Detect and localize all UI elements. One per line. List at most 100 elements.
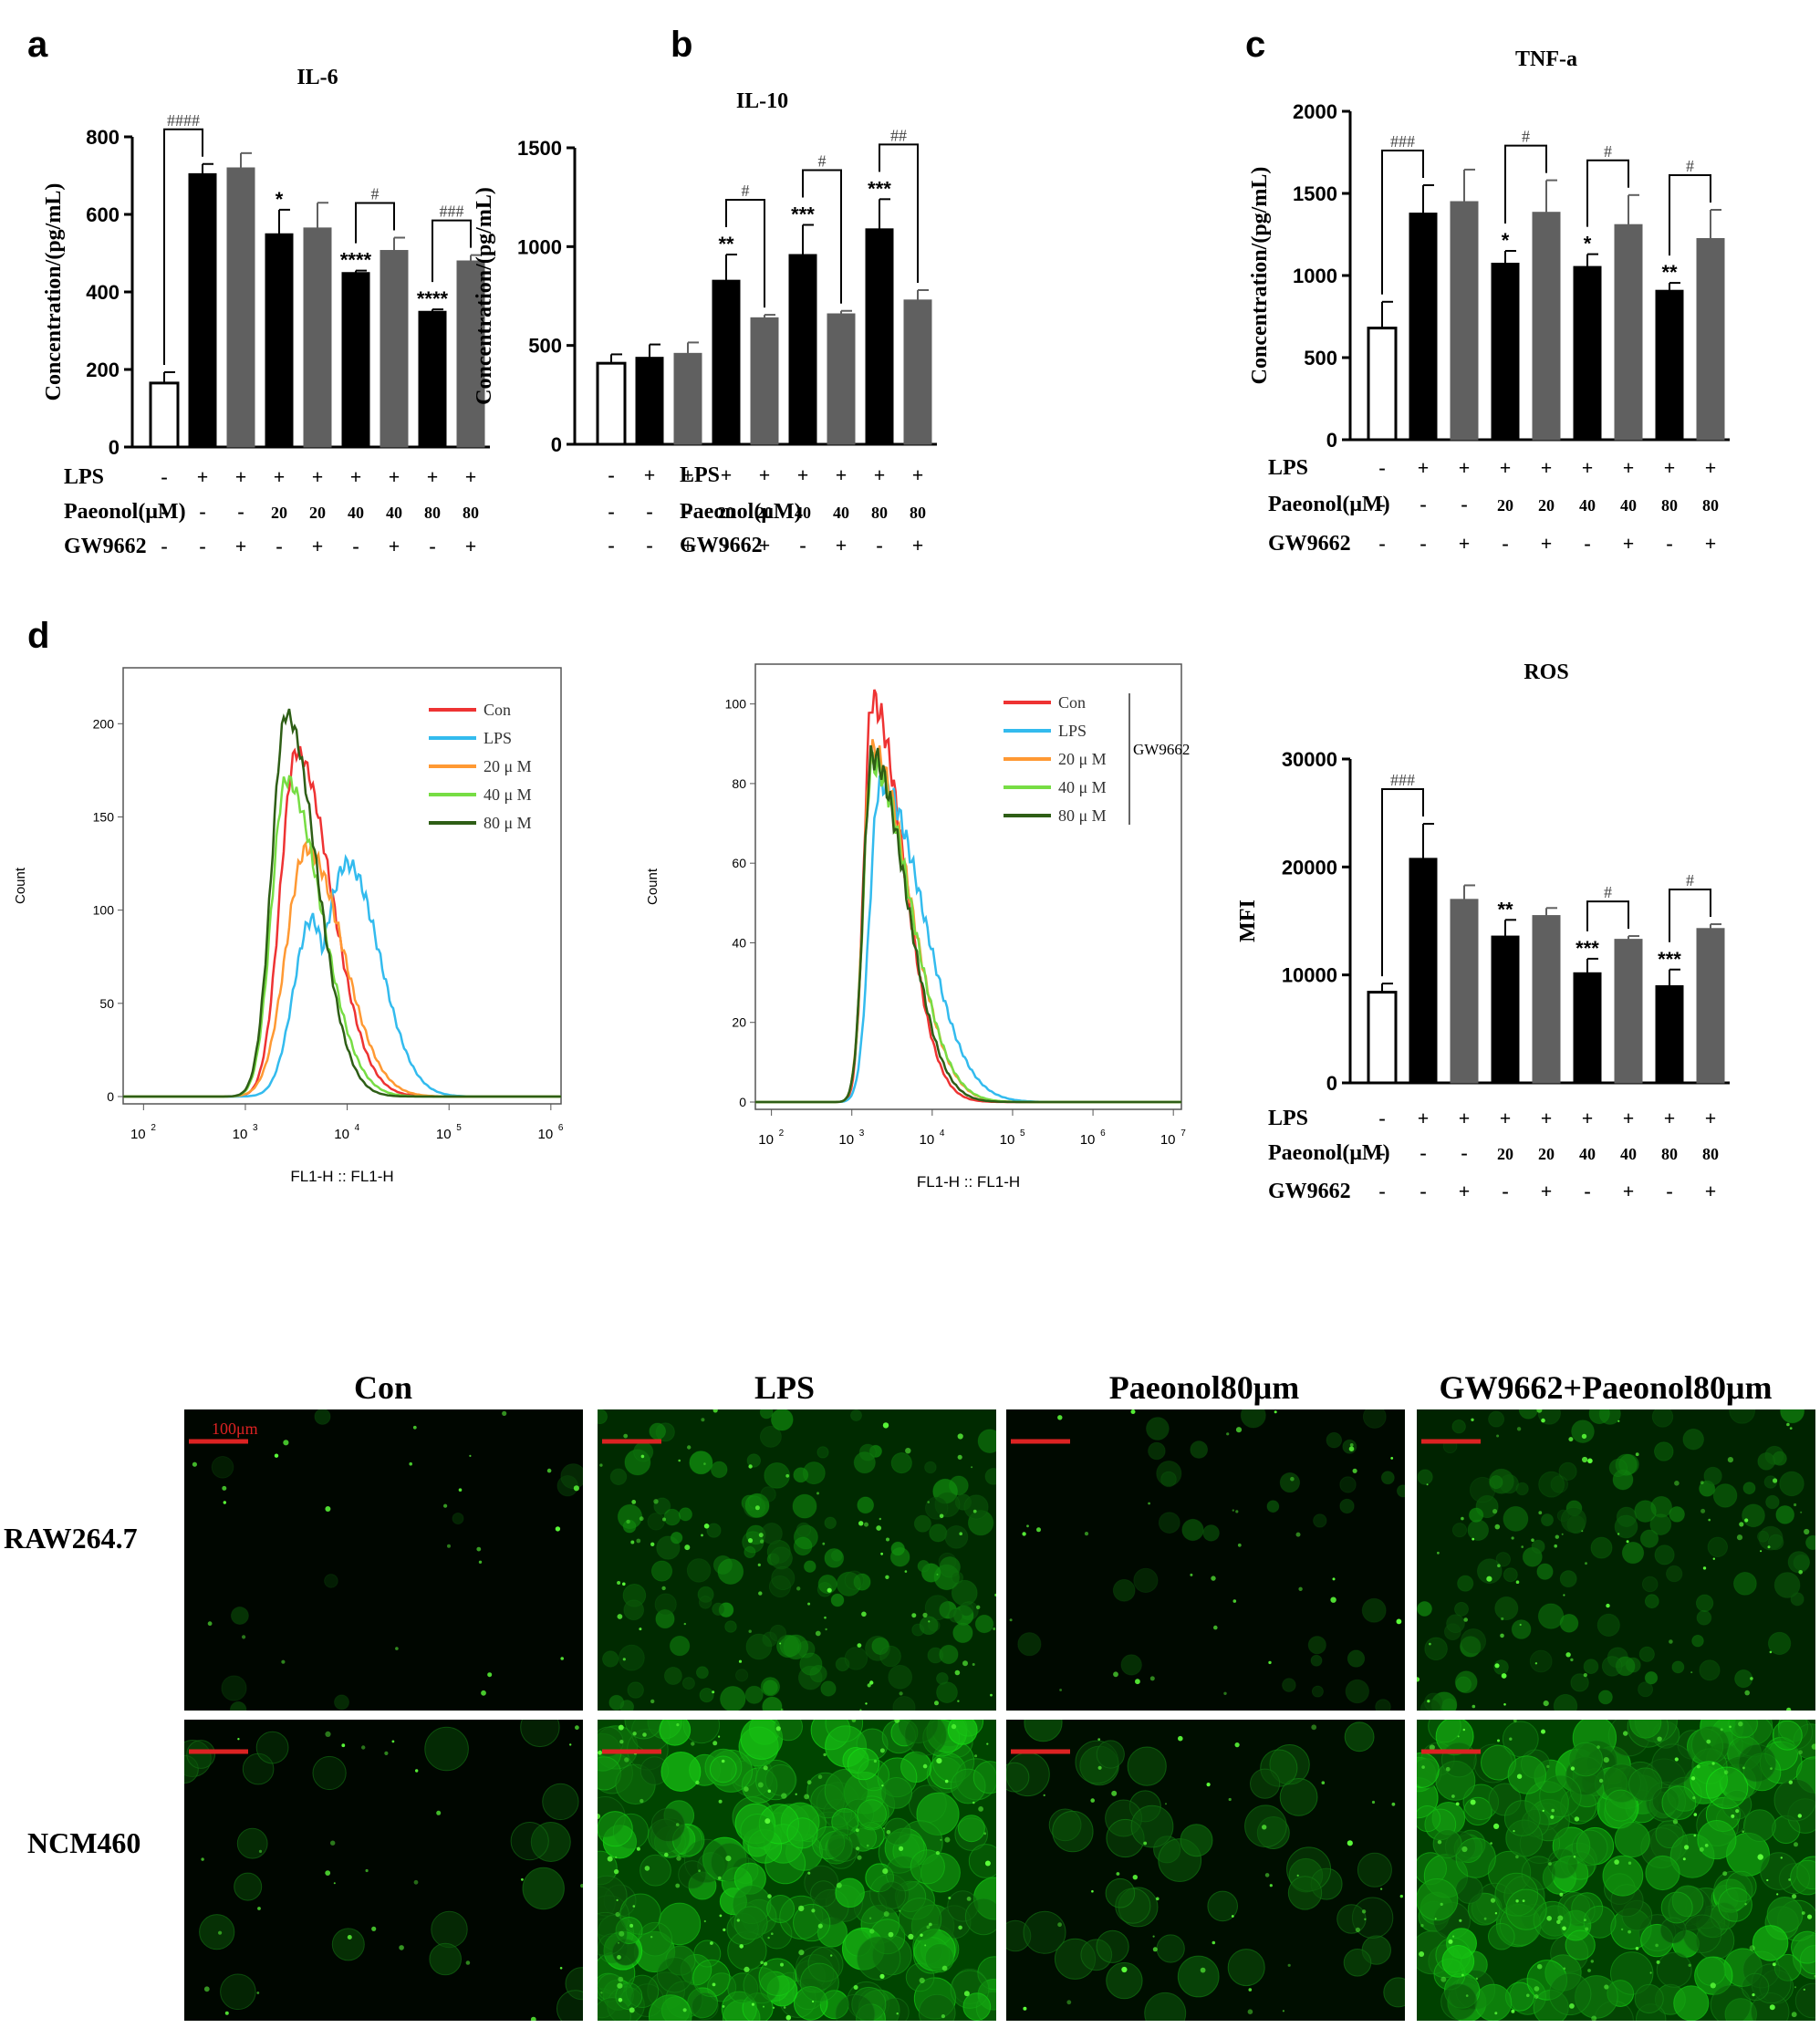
condition-cell: - xyxy=(1461,1141,1467,1164)
bar-chart-c: TNF-a 0 500 1000 1500 2000 Concentration/(pg/m… xyxy=(1248,47,1730,556)
panel-letter-c: c xyxy=(1245,25,1265,65)
condition-cell: - xyxy=(684,500,691,523)
significance-bracket xyxy=(432,219,472,283)
condition-cell: + xyxy=(389,465,400,488)
condition-cell: + xyxy=(1418,1107,1430,1129)
bracket-label: ### xyxy=(440,203,464,221)
condition-cell: - xyxy=(276,535,282,557)
legend-group-label: GW9662 xyxy=(1133,741,1190,758)
condition-cell: - xyxy=(646,534,652,556)
y-tick-label: 0 xyxy=(1326,1072,1337,1095)
condition-cell: - xyxy=(1666,1180,1672,1202)
row-label-ncm: NCM460 xyxy=(27,1826,141,1859)
micrograph-texture xyxy=(1009,1409,1405,1711)
y-tick-label: 0 xyxy=(739,1095,746,1109)
y-tick-label: 400 xyxy=(86,281,120,304)
condition-cell: - xyxy=(161,465,167,488)
condition-cell: + xyxy=(1664,456,1676,479)
significance-star: * xyxy=(1584,233,1592,255)
panel-letter-e: e xyxy=(50,1346,70,1350)
condition-row-label: Paeonol(μM) xyxy=(1268,493,1390,516)
condition-cell: + xyxy=(759,534,771,556)
condition-cell: - xyxy=(1378,1180,1385,1202)
x-tick-exponent: 7 xyxy=(1180,1128,1186,1139)
bar-8 xyxy=(456,260,485,448)
significance-bracket xyxy=(802,169,842,304)
bracket-label: ### xyxy=(1390,771,1415,789)
condition-row-label: Paeonol(μM) xyxy=(1268,1141,1390,1165)
condition-cell: + xyxy=(1623,532,1635,555)
condition-cell: + xyxy=(389,535,400,557)
legend-label: 80 μ M xyxy=(1058,806,1107,825)
y-axis-label: Concentration/(pg/mL) xyxy=(42,183,66,401)
condition-cell: + xyxy=(1623,1180,1635,1202)
bracket-label: # xyxy=(1522,128,1530,146)
micrograph-r1c1 xyxy=(598,1720,996,2021)
condition-cell: - xyxy=(1420,532,1426,555)
y-tick-label: 800 xyxy=(86,126,120,149)
significance-bracket xyxy=(163,128,203,365)
y-tick-label: 40 xyxy=(732,935,746,950)
significance-bracket xyxy=(1504,144,1547,224)
x-tick-exponent: 6 xyxy=(558,1123,564,1133)
condition-cell: + xyxy=(912,463,924,486)
significance-bracket xyxy=(1586,900,1629,931)
bar-2 xyxy=(1450,899,1479,1084)
x-tick-label: 10 xyxy=(233,1127,248,1142)
significance-star: *** xyxy=(868,177,891,200)
condition-cell: + xyxy=(1623,456,1635,479)
row-label-raw: RAW264.7 xyxy=(4,1522,138,1555)
legend-label: Con xyxy=(484,701,511,719)
x-tick-label: 10 xyxy=(436,1127,452,1142)
significance-bracket xyxy=(879,143,919,283)
condition-cell: - xyxy=(1378,532,1385,555)
x-tick-label: 10 xyxy=(758,1132,774,1148)
condition-cell: - xyxy=(161,500,167,523)
y-tick-label: 1500 xyxy=(1293,182,1337,205)
significance-star: *** xyxy=(1658,948,1681,971)
condition-cell: + xyxy=(1459,1180,1471,1202)
y-tick-label: 60 xyxy=(732,856,746,870)
condition-cell: 20 xyxy=(309,504,326,522)
bracket-label: # xyxy=(1686,157,1694,175)
condition-cell: + xyxy=(312,535,324,557)
panel-letter-a: a xyxy=(27,25,48,65)
y-axis-label: Concentration/(pg/mL) xyxy=(1248,167,1272,385)
bar-0 xyxy=(1367,991,1398,1085)
condition-cell: + xyxy=(235,465,247,488)
x-tick-exponent: 5 xyxy=(456,1123,462,1133)
x-tick-exponent: 2 xyxy=(779,1128,785,1139)
condition-cell: + xyxy=(1582,1107,1594,1129)
bar-2 xyxy=(673,352,702,445)
y-tick-label: 1000 xyxy=(517,235,562,258)
condition-cell: - xyxy=(1420,1180,1426,1202)
bracket-label: #### xyxy=(167,111,200,130)
bracket-label: # xyxy=(1686,871,1694,889)
condition-cell: - xyxy=(352,535,359,557)
condition-cell: + xyxy=(1541,1107,1553,1129)
bar-3 xyxy=(712,279,741,445)
bracket-label: # xyxy=(1604,883,1612,901)
y-tick-label: 1000 xyxy=(1293,265,1337,287)
x-tick-label: 10 xyxy=(1000,1132,1015,1148)
x-tick-label: 10 xyxy=(920,1132,935,1148)
y-tick-label: 0 xyxy=(1326,429,1337,452)
condition-cell: 80 xyxy=(424,504,441,522)
condition-cell: - xyxy=(723,534,729,556)
micrograph-texture xyxy=(1006,1720,1405,2021)
y-axis-label: MFI xyxy=(1236,900,1260,942)
chart-title: ROS xyxy=(1524,660,1568,684)
condition-cell: + xyxy=(350,465,362,488)
micrograph-r0c3 xyxy=(1417,1409,1815,1711)
bar-0 xyxy=(149,381,180,449)
condition-cell: + xyxy=(197,465,209,488)
y-tick-label: 20000 xyxy=(1282,856,1337,879)
y-axis-label: Count xyxy=(645,868,660,905)
condition-cell: 80 xyxy=(463,504,479,522)
condition-cell: 40 xyxy=(833,504,849,522)
condition-cell: - xyxy=(608,500,614,523)
condition-cell: - xyxy=(237,500,244,523)
condition-cell: - xyxy=(1420,1141,1426,1164)
